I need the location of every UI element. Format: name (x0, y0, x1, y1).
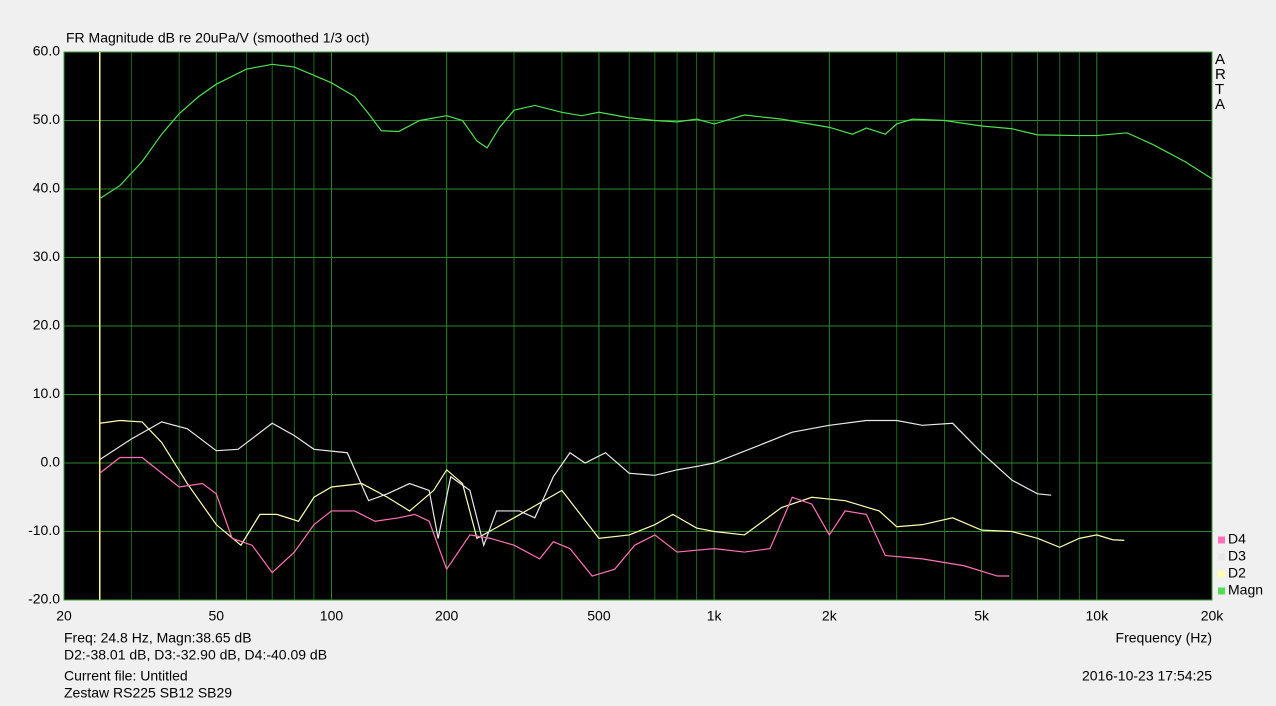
x-tick-label: 2k (822, 608, 838, 624)
legend-label: Magn (1228, 582, 1263, 598)
x-axis-label: Frequency (Hz) (1116, 630, 1212, 646)
x-tick-label: 500 (587, 608, 611, 624)
legend-label: D3 (1228, 548, 1246, 564)
y-tick-label: 20.0 (33, 317, 60, 333)
y-tick-label: 30.0 (33, 248, 60, 264)
x-tick-label: 20k (1201, 608, 1225, 624)
cursor-readout: Freq: 24.8 Hz, Magn:38.65 dB (64, 630, 252, 646)
y-tick-label: 50.0 (33, 111, 60, 127)
x-tick-label: 5k (974, 608, 990, 624)
legend-label: D4 (1228, 531, 1246, 547)
cursor-readout-2: D2:-38.01 dB, D3:-32.90 dB, D4:-40.09 dB (64, 647, 327, 663)
plot-border (63, 51, 1213, 601)
legend-swatch (1218, 587, 1225, 595)
y-tick-label: 40.0 (33, 180, 60, 196)
series-line (99, 456, 1010, 577)
y-tick-label: -10.0 (28, 522, 60, 538)
timestamp: 2016-10-23 17:54:25 (1082, 668, 1212, 684)
x-tick-label: 100 (320, 608, 344, 624)
series-line (99, 63, 1212, 200)
y-tick-label: 0.0 (41, 454, 61, 470)
current-file: Current file: Untitled (64, 668, 188, 684)
x-tick-label: 200 (435, 608, 459, 624)
series-line (99, 419, 1052, 548)
legend-swatch (1218, 553, 1225, 561)
x-tick-label: 1k (707, 608, 723, 624)
y-tick-label: 10.0 (33, 385, 60, 401)
legend-label: D2 (1228, 565, 1246, 581)
legend-swatch (1218, 570, 1225, 578)
description: Zestaw RS225 SB12 SB29 (64, 685, 232, 701)
x-tick-label: 50 (208, 608, 224, 624)
series-line (99, 419, 1125, 548)
brand: ARTA (1215, 51, 1226, 113)
chart-title: FR Magnitude dB re 20uPa/V (smoothed 1/3… (66, 30, 370, 46)
x-tick-label: 10k (1086, 608, 1110, 624)
y-tick-label: -20.0 (28, 591, 60, 607)
legend-swatch (1218, 536, 1225, 544)
x-tick-label: 20 (56, 608, 72, 624)
y-tick-label: 60.0 (33, 43, 60, 59)
